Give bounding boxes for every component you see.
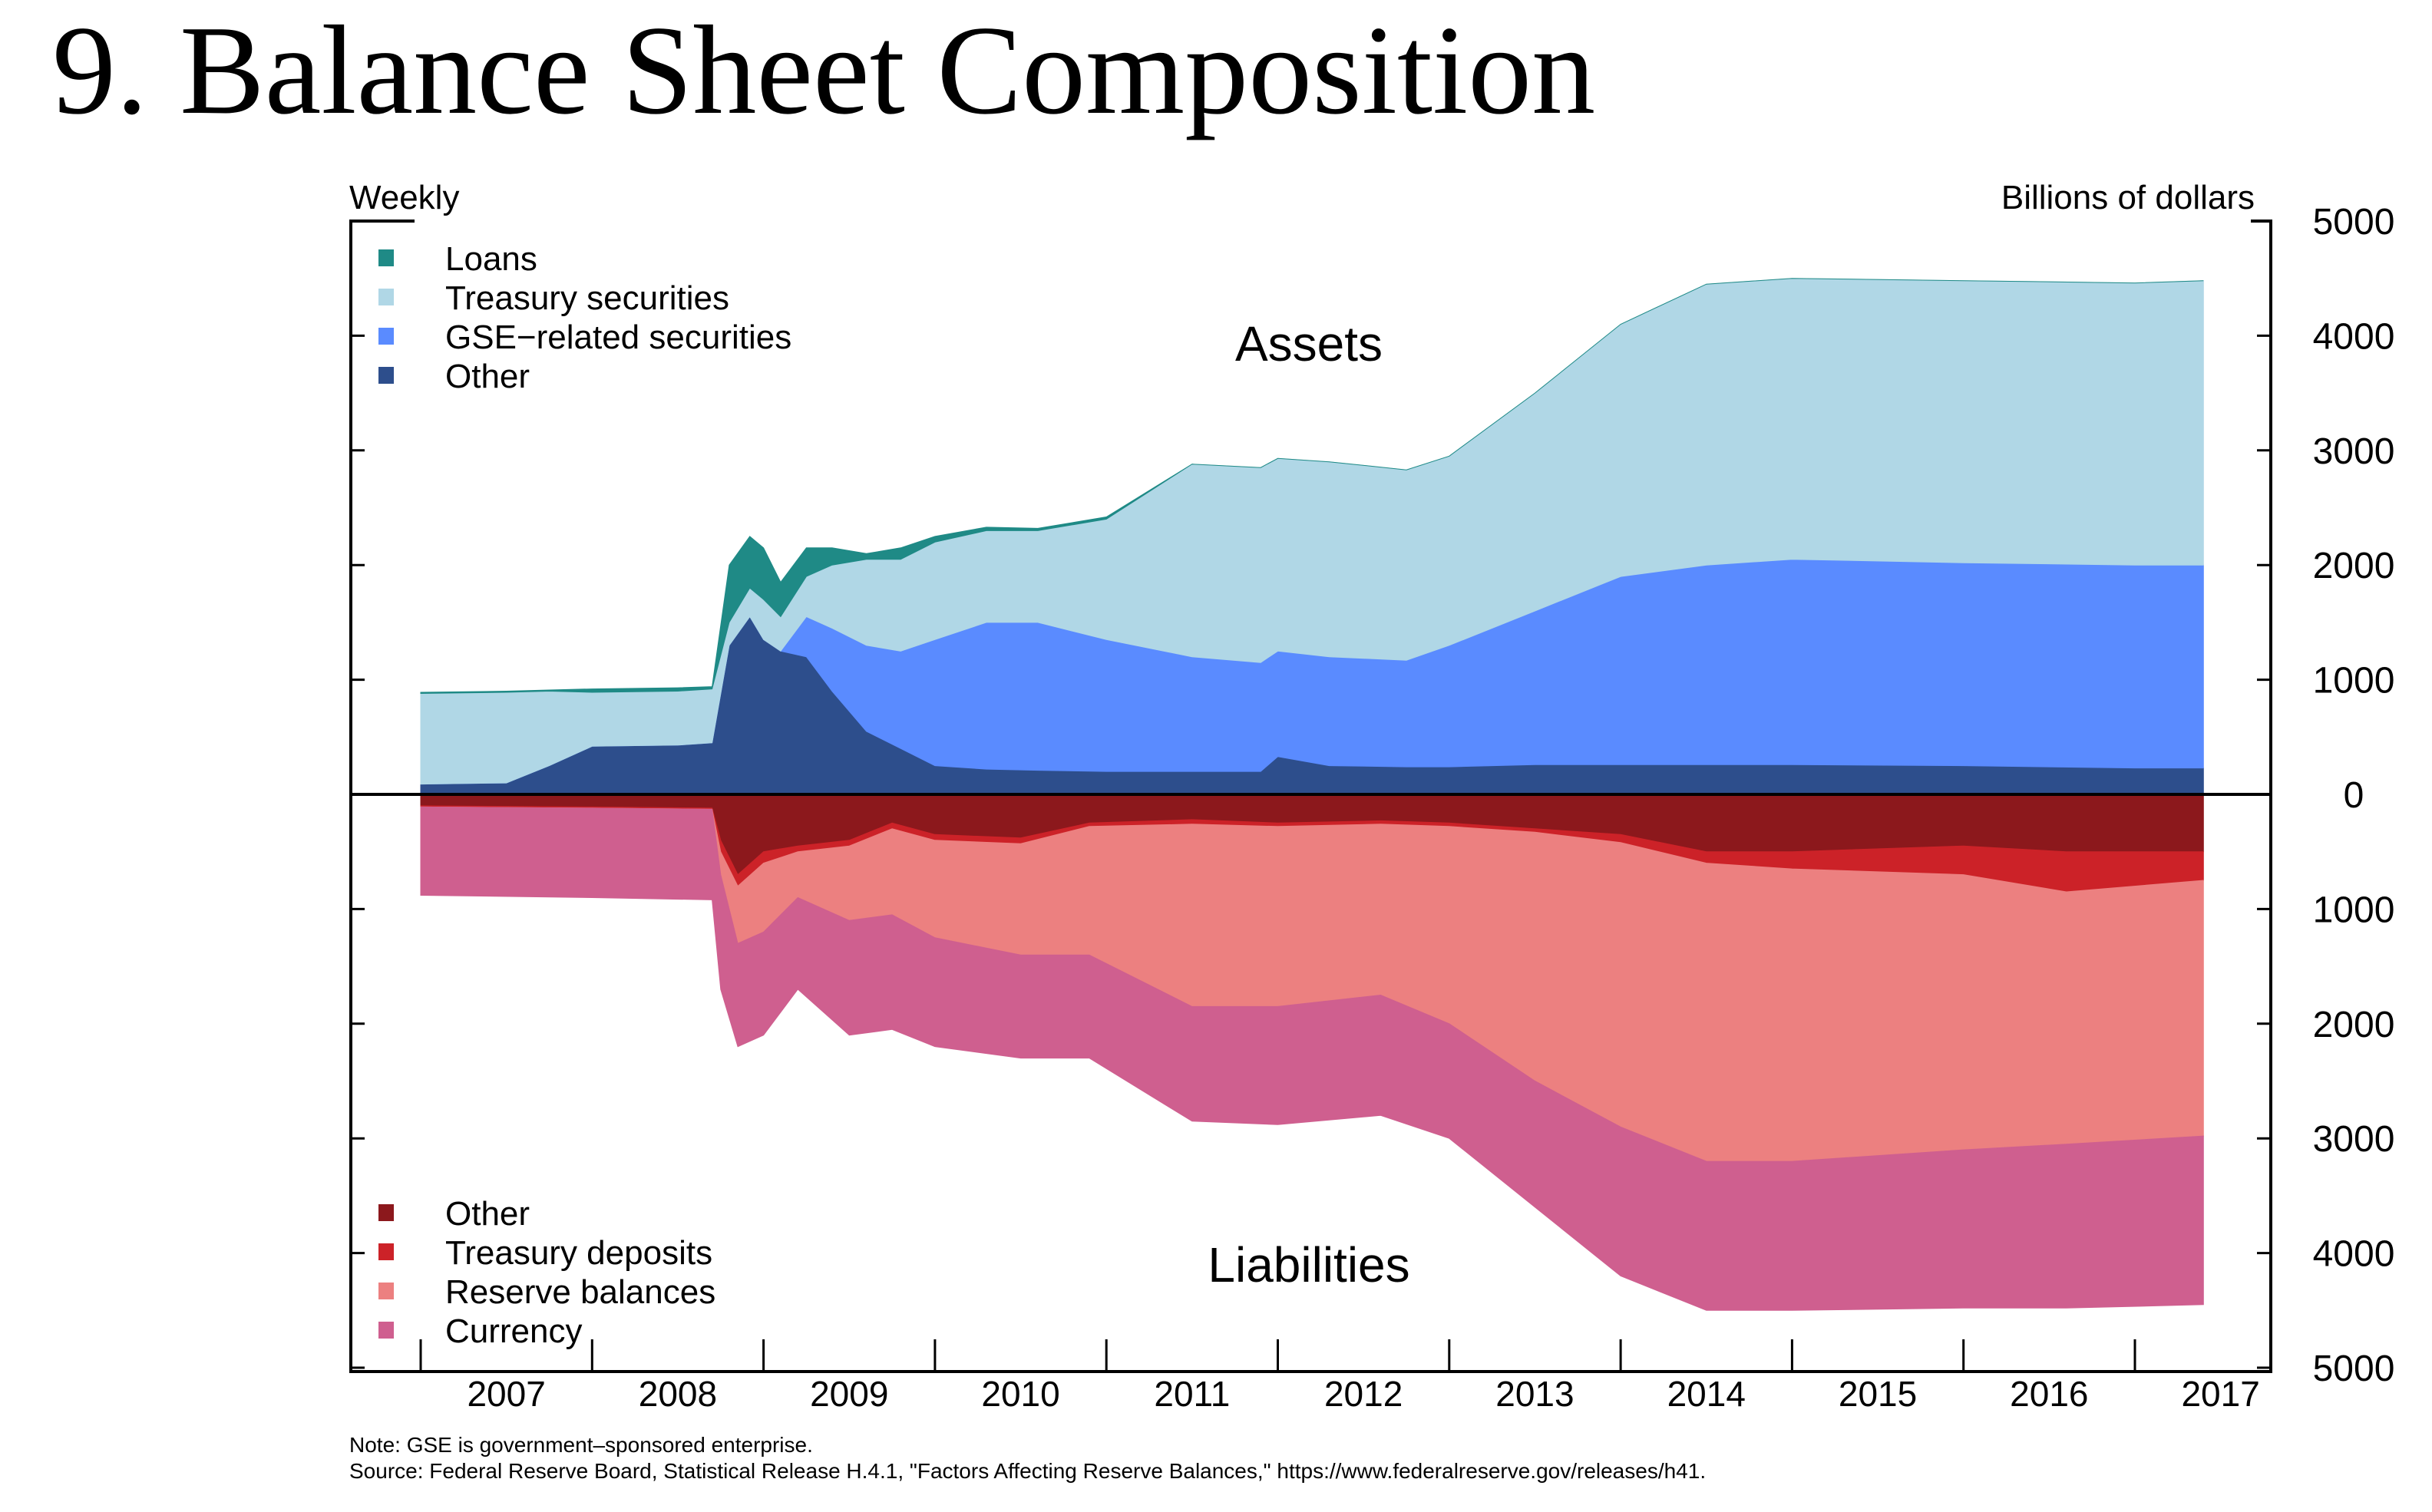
x-tick-label: 2007: [467, 1374, 545, 1414]
legend-label: Treasury securities: [445, 279, 729, 317]
plot-frame: [349, 220, 2272, 1373]
x-tick-label: 2017: [2181, 1374, 2259, 1414]
legend-label: Reserve balances: [445, 1273, 715, 1311]
legend-swatch: [378, 249, 394, 266]
axis-ticks: [351, 220, 2271, 1372]
y-tick-label: 4000: [2313, 316, 2395, 357]
y-tick-label: 0: [2344, 775, 2364, 816]
y-tick-label: 1000: [2313, 890, 2395, 930]
legend-label: Loans: [445, 240, 537, 278]
legend-label: Treasury deposits: [445, 1234, 712, 1272]
liabilities-panel-label: Liabilities: [1208, 1237, 1409, 1292]
y-tick-label: 2000: [2313, 546, 2395, 586]
note-text: Note: GSE is government–sponsored enterp…: [349, 1433, 813, 1457]
legend-swatch: [378, 289, 394, 305]
page-title: 9. Balance Sheet Composition: [52, 0, 1596, 140]
legend-label: Other: [445, 358, 530, 395]
assets-legend-item: Loans: [378, 240, 537, 278]
assets-legend-item: Treasury securities: [378, 279, 729, 317]
legend-swatch: [378, 1322, 394, 1339]
y-tick-label: 1000: [2313, 661, 2395, 702]
axis-labels: 5000 4000 3000 2000 1000 0 1000 2000 3000 4000 500…: [467, 202, 2394, 1414]
y-tick-label: 4000: [2313, 1234, 2395, 1275]
legend-label: GSE−related securities: [445, 319, 791, 356]
liabilities-legend-item: Other: [378, 1195, 530, 1233]
y-axis-unit-label: Billions of dollars: [2001, 179, 2255, 216]
y-tick-label: 5000: [2313, 1349, 2395, 1389]
liabilities-legend-item: Currency: [378, 1312, 583, 1350]
legend-swatch: [378, 1204, 394, 1221]
y-tick-label: 3000: [2313, 431, 2395, 472]
legend-swatch: [378, 328, 394, 345]
x-tick-label: 2011: [1154, 1374, 1230, 1414]
assets-legend-item: GSE−related securities: [378, 319, 791, 356]
legend-label: Currency: [445, 1312, 583, 1350]
legend-swatch: [378, 1243, 394, 1260]
legend-swatch: [378, 1283, 394, 1299]
x-tick-label: 2012: [1324, 1374, 1403, 1414]
x-tick-label: 2009: [810, 1374, 888, 1414]
x-tick-label: 2013: [1495, 1374, 1574, 1414]
assets-area-loans: [420, 278, 2204, 695]
y-tick-label: 5000: [2313, 202, 2395, 243]
x-tick-label: 2014: [1667, 1374, 1746, 1414]
x-tick-label: 2010: [981, 1374, 1059, 1414]
legend-swatch: [378, 367, 394, 384]
x-tick-label: 2008: [639, 1374, 717, 1414]
x-tick-label: 2016: [2010, 1374, 2088, 1414]
liabilities-area-currency: [420, 806, 2204, 1311]
liabilities-legend-item: Treasury deposits: [378, 1234, 712, 1272]
assets-panel-label: Assets: [1235, 316, 1383, 371]
assets-legend-item: Other: [378, 358, 530, 395]
frequency-label: Weekly: [349, 179, 459, 216]
chart-areas: [420, 278, 2204, 1311]
x-tick-label: 2015: [1839, 1374, 1917, 1414]
liabilities-legend-item: Reserve balances: [378, 1273, 715, 1311]
legend-label: Other: [445, 1195, 530, 1233]
y-tick-label: 2000: [2313, 1005, 2395, 1045]
source-text: Source: Federal Reserve Board, Statistic…: [349, 1459, 1706, 1483]
y-tick-label: 3000: [2313, 1119, 2395, 1160]
